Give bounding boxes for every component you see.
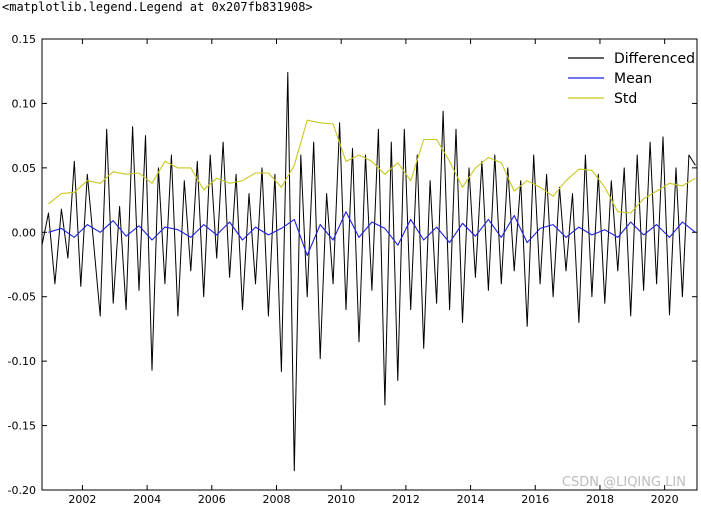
x-tick-label: 2012 (392, 493, 420, 505)
series-line-std (48, 119, 696, 214)
y-tick-label: -0.15 (8, 420, 36, 433)
y-tick-label: -0.20 (8, 484, 36, 497)
x-tick-label: 2020 (651, 493, 679, 505)
y-tick-label: 0.05 (12, 162, 37, 175)
x-tick-label: 2018 (586, 493, 614, 505)
y-tick-label: -0.10 (8, 355, 36, 368)
legend-label-mean: Mean (614, 71, 652, 87)
x-tick-label: 2004 (133, 493, 161, 505)
x-tick-label: 2016 (521, 493, 549, 505)
legend: Differenced Mean Std (568, 51, 695, 107)
y-tick-label: 0.00 (12, 226, 37, 239)
y-tick-label: 0.10 (12, 97, 37, 110)
y-tick-label: 0.15 (12, 33, 37, 46)
y-tick-label: -0.05 (8, 291, 36, 304)
series-lines (42, 72, 696, 472)
x-tick-label: 2010 (327, 493, 355, 505)
plot-frame (41, 38, 698, 491)
legend-label-differenced: Differenced (614, 51, 695, 67)
x-tick-label: 2014 (457, 493, 485, 505)
x-tick-label: 2002 (68, 493, 96, 505)
series-line-differenced (42, 72, 696, 472)
x-tick-label: 2008 (263, 493, 291, 505)
legend-label-std: Std (614, 91, 637, 107)
x-tick-label: 2006 (198, 493, 226, 505)
series-line-mean (48, 211, 696, 257)
watermark-text: CSDN @LIQING LIN (562, 475, 686, 490)
cell-output-text: <matplotlib.legend.Legend at 0x207fb8319… (2, 0, 313, 14)
